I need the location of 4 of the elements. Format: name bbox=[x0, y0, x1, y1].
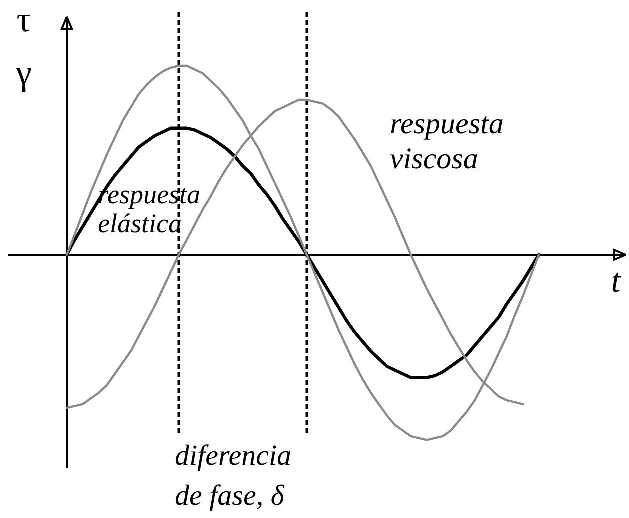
annotation: respuesta viscosa bbox=[390, 107, 504, 176]
annotation: diferencia de fase, δ bbox=[175, 440, 292, 512]
x-axis-title: t bbox=[611, 263, 622, 300]
y-axis-title: τ γ bbox=[15, 0, 32, 93]
